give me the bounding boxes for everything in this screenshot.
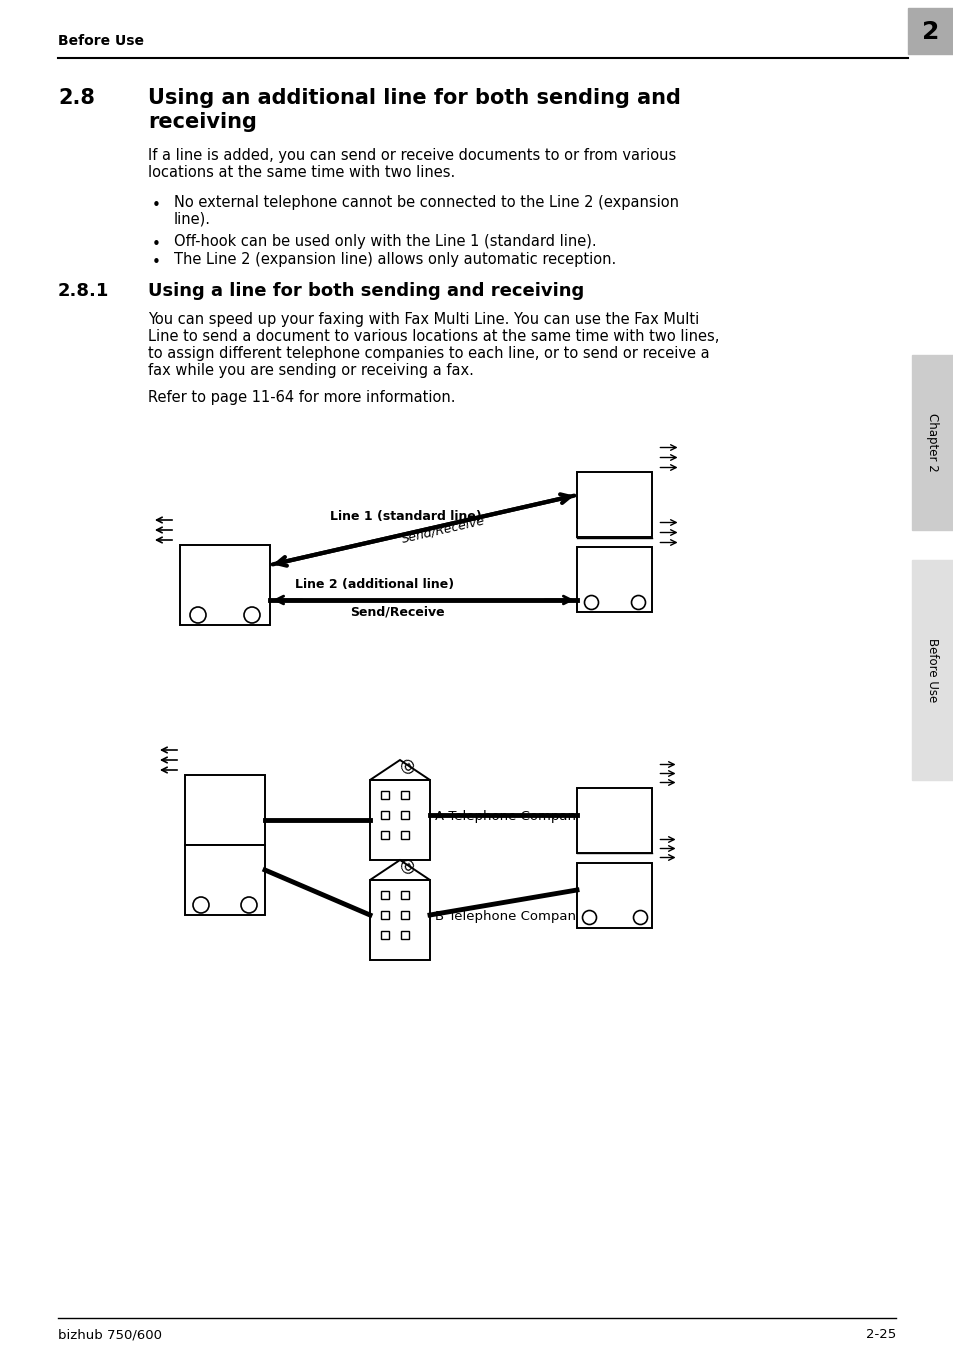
Text: A Telephone Company: A Telephone Company: [435, 810, 583, 823]
Text: locations at the same time with two lines.: locations at the same time with two line…: [148, 165, 455, 180]
Bar: [370, 880, 430, 960]
Bar: [911, 560, 953, 780]
Circle shape: [241, 896, 256, 913]
Bar: [370, 780, 430, 860]
Text: •: •: [152, 256, 160, 270]
Bar: [380, 911, 389, 919]
Text: to assign different telephone companies to each line, or to send or receive a: to assign different telephone companies …: [148, 346, 709, 361]
Text: @: @: [397, 754, 418, 776]
Circle shape: [631, 595, 645, 610]
Bar: [400, 911, 409, 919]
Text: 2: 2: [922, 20, 939, 45]
Text: Chapter 2: Chapter 2: [925, 412, 939, 472]
Text: Line 1 (standard line): Line 1 (standard line): [330, 510, 481, 523]
Bar: [577, 548, 652, 612]
Polygon shape: [370, 760, 430, 780]
Text: 2.8.1: 2.8.1: [58, 283, 110, 300]
Bar: [400, 932, 409, 940]
Text: Send/Receive: Send/Receive: [350, 606, 444, 619]
Text: Refer to page 11-64 for more information.: Refer to page 11-64 for more information…: [148, 389, 455, 406]
Text: The Line 2 (expansion line) allows only automatic reception.: The Line 2 (expansion line) allows only …: [173, 251, 616, 266]
Text: Send/Receive: Send/Receive: [399, 514, 485, 545]
Bar: [380, 891, 389, 899]
Circle shape: [584, 595, 598, 610]
Text: •: •: [152, 237, 160, 251]
Bar: [380, 932, 389, 940]
Bar: [400, 791, 409, 799]
Bar: [907, 8, 953, 54]
Circle shape: [193, 896, 209, 913]
Text: receiving: receiving: [148, 112, 256, 132]
Bar: [577, 787, 652, 853]
Text: B Telephone Company: B Telephone Company: [435, 910, 583, 923]
Text: 2-25: 2-25: [864, 1328, 895, 1341]
Text: @: @: [397, 854, 418, 876]
Bar: [380, 791, 389, 799]
Bar: [577, 863, 652, 927]
Circle shape: [244, 607, 260, 623]
Text: fax while you are sending or receiving a fax.: fax while you are sending or receiving a…: [148, 362, 474, 379]
Bar: [577, 472, 652, 538]
Circle shape: [582, 910, 596, 925]
Text: Using a line for both sending and receiving: Using a line for both sending and receiv…: [148, 283, 583, 300]
Text: Line 2 (additional line): Line 2 (additional line): [294, 579, 454, 591]
Text: Line to send a document to various locations at the same time with two lines,: Line to send a document to various locat…: [148, 329, 719, 343]
Text: You can speed up your faxing with Fax Multi Line. You can use the Fax Multi: You can speed up your faxing with Fax Mu…: [148, 312, 699, 327]
Circle shape: [190, 607, 206, 623]
Bar: [400, 831, 409, 840]
Text: line).: line).: [173, 211, 211, 226]
Text: If a line is added, you can send or receive documents to or from various: If a line is added, you can send or rece…: [148, 147, 676, 164]
Text: Before Use: Before Use: [925, 638, 939, 702]
Text: •: •: [152, 197, 160, 214]
Bar: [911, 356, 953, 530]
Text: Off-hook can be used only with the Line 1 (standard line).: Off-hook can be used only with the Line …: [173, 234, 596, 249]
Text: No external telephone cannot be connected to the Line 2 (expansion: No external telephone cannot be connecte…: [173, 195, 679, 210]
Bar: [380, 831, 389, 840]
Bar: [400, 811, 409, 819]
Circle shape: [633, 910, 647, 925]
Text: Before Use: Before Use: [58, 34, 144, 49]
Bar: [185, 845, 265, 915]
Bar: [180, 545, 270, 625]
Text: Using an additional line for both sending and: Using an additional line for both sendin…: [148, 88, 680, 108]
Text: 2.8: 2.8: [58, 88, 94, 108]
Bar: [380, 811, 389, 819]
Text: bizhub 750/600: bizhub 750/600: [58, 1328, 162, 1341]
Polygon shape: [370, 860, 430, 880]
Bar: [400, 891, 409, 899]
Bar: [185, 775, 265, 845]
